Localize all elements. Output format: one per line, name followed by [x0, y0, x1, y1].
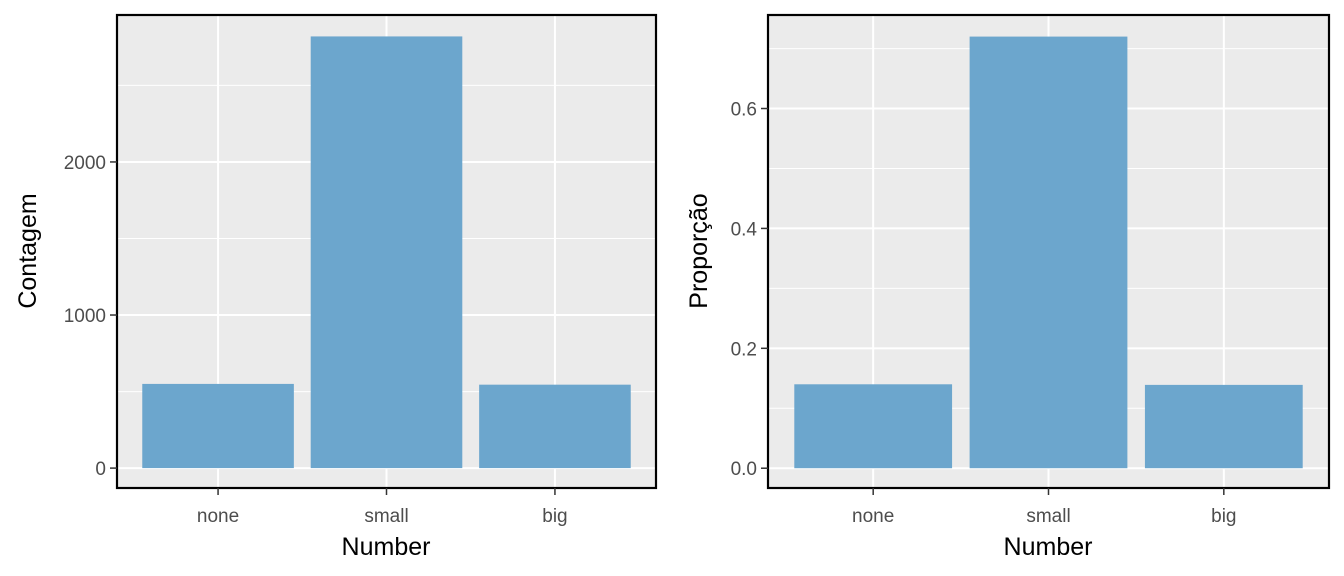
left-x-tick-label: none [197, 506, 239, 527]
right-y-tick-label: 0.6 [731, 100, 757, 121]
left-y-axis-title: Contagem [14, 193, 42, 308]
left-y-ticks: 0 1000 2000 [64, 153, 117, 480]
left-y-tick-label: 2000 [64, 153, 106, 174]
right-bar-none [794, 384, 953, 469]
right-bars [794, 36, 1303, 469]
left-bars [142, 36, 631, 469]
left-x-axis-title: Number [342, 533, 431, 561]
chart-right: 0.0 0.2 0.4 0.6 none small big Number Proporç… [685, 13, 1331, 561]
left-y-tick-label: 0 [95, 459, 106, 480]
left-x-tick-label: big [542, 506, 567, 527]
left-bar-small [310, 36, 463, 469]
left-bar-big [479, 384, 631, 469]
right-y-tick-label: 0.2 [731, 339, 757, 360]
right-y-ticks: 0.0 0.2 0.4 0.6 [731, 100, 768, 480]
right-y-axis-title: Proporção [685, 193, 713, 308]
right-y-tick-label: 0.0 [731, 459, 757, 480]
right-x-ticks: none small big [852, 488, 1236, 527]
left-x-ticks: none small big [197, 488, 568, 527]
right-x-axis-title: Number [1004, 533, 1093, 561]
right-x-tick-label: big [1211, 506, 1236, 527]
right-bar-small [969, 36, 1128, 469]
right-x-tick-label: none [852, 506, 894, 527]
chart-left: 0 1000 2000 none small big Number Contagem [14, 13, 658, 561]
left-y-tick-label: 1000 [64, 306, 106, 327]
right-y-tick-label: 0.4 [731, 219, 758, 240]
right-bar-big [1144, 384, 1303, 469]
left-bar-none [142, 383, 294, 469]
left-x-tick-label: small [364, 506, 408, 527]
right-x-tick-label: small [1026, 506, 1070, 527]
